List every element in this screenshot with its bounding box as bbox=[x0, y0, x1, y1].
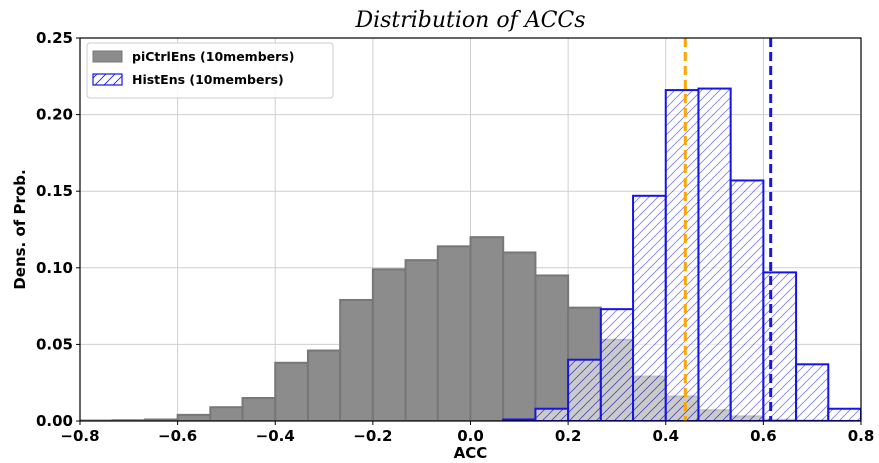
picontrol-bar bbox=[306, 349, 342, 421]
legend-label-picontrol: piCtrlEns (10members) bbox=[132, 49, 294, 64]
histens-bar bbox=[697, 87, 732, 421]
x-tick-label: −0.6 bbox=[158, 427, 197, 445]
histens-bar bbox=[632, 194, 667, 421]
picontrol-bar bbox=[274, 361, 309, 421]
histens-bar bbox=[827, 407, 861, 421]
y-tick-label: 0.05 bbox=[36, 335, 73, 353]
x-tick-label: −0.8 bbox=[60, 427, 99, 445]
y-tick-label: 0.10 bbox=[36, 259, 73, 277]
picontrol-bar bbox=[436, 245, 472, 421]
picontrol-bar bbox=[339, 298, 374, 421]
legend: piCtrlEns (10members) HistEns (10members… bbox=[86, 42, 334, 99]
legend-swatch-picontrol bbox=[92, 50, 123, 63]
x-axis-label: ACC bbox=[454, 444, 488, 462]
picontrol-bar bbox=[241, 397, 277, 421]
y-tick-label: 0.25 bbox=[36, 29, 73, 47]
mean-lines bbox=[683, 38, 773, 421]
x-axis-ticks: −0.8 −0.6 −0.4 −0.2 0.0 0.2 0.4 0.6 0.8 bbox=[60, 421, 874, 445]
picontrol-bar bbox=[469, 236, 505, 421]
picontrol-bar bbox=[209, 406, 244, 421]
x-tick-label: 0.4 bbox=[652, 427, 679, 445]
x-tick-label: −0.4 bbox=[256, 427, 295, 445]
legend-box bbox=[86, 42, 334, 99]
x-tick-label: −0.2 bbox=[353, 427, 392, 445]
y-axis-label: Dens. of Prob. bbox=[11, 169, 29, 289]
histens-bar bbox=[567, 358, 602, 421]
legend-swatch-histens bbox=[92, 73, 123, 86]
legend-label-histens: HistEns (10members) bbox=[132, 72, 284, 87]
histens-bar bbox=[729, 179, 765, 421]
histens-bar bbox=[762, 271, 798, 421]
picontrol-bar bbox=[371, 268, 407, 421]
picontrol-bar bbox=[502, 251, 537, 421]
histens-bar bbox=[664, 89, 700, 421]
x-tick-label: 0.2 bbox=[555, 427, 582, 445]
picontrol-bar bbox=[404, 259, 439, 421]
histens-bar bbox=[860, 418, 861, 421]
x-tick-label: 0.8 bbox=[848, 427, 875, 445]
histogram-bars bbox=[80, 87, 861, 421]
histens-bar bbox=[534, 407, 570, 421]
x-tick-label: 0.0 bbox=[457, 427, 484, 445]
picontrol-bar bbox=[534, 274, 570, 421]
picontrol-bar bbox=[176, 413, 212, 421]
y-axis-ticks: 0.00 0.05 0.10 0.15 0.20 0.25 bbox=[36, 29, 80, 430]
chart-title: Distribution of ACCs bbox=[354, 8, 585, 33]
histens-bar bbox=[795, 363, 830, 421]
x-tick-label: 0.6 bbox=[750, 427, 777, 445]
histens-bar bbox=[599, 308, 635, 421]
y-tick-label: 0.20 bbox=[36, 106, 73, 124]
y-tick-label: 0.00 bbox=[36, 412, 73, 430]
y-tick-label: 0.15 bbox=[36, 182, 73, 200]
